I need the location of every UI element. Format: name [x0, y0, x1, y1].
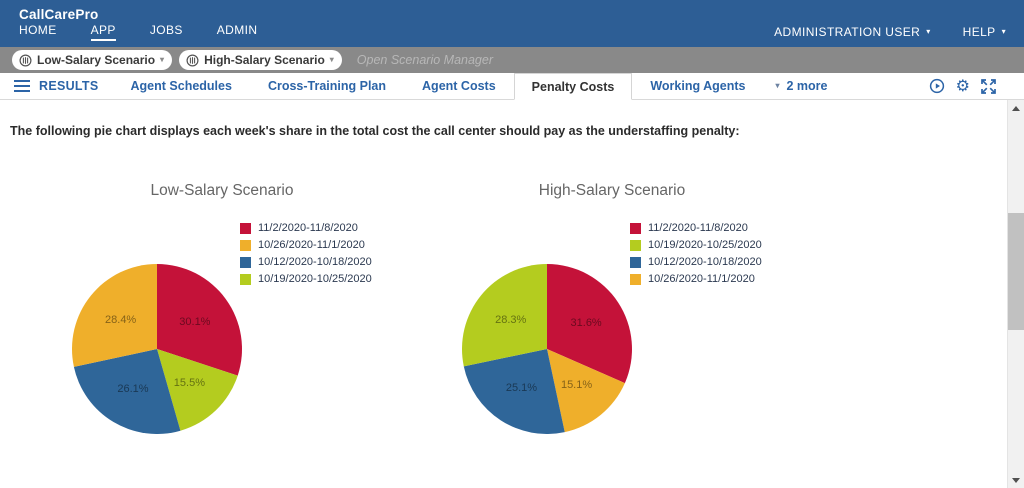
pie-slice [463, 349, 565, 434]
help-menu[interactable]: HELP ▾ [963, 25, 1006, 41]
fullscreen-button[interactable] [981, 78, 996, 94]
menu-icon [14, 79, 30, 93]
pie-chart-high-salary: High-Salary Scenario 31.6% 15.1% 25.1% 28.3… [417, 182, 807, 454]
scenario-icon [19, 53, 32, 67]
results-content: The following pie chart displays each we… [0, 100, 1024, 488]
legend-label: 10/26/2020-11/1/2020 [258, 239, 365, 251]
pie-slice [547, 349, 625, 433]
play-circle-icon [929, 78, 944, 94]
scenario-bar: Low-Salary Scenario ▾ High-Salary Scenar… [0, 47, 1024, 73]
gear-icon: ⚙ [955, 76, 970, 95]
legend-item: 10/26/2020-11/1/2020 [240, 239, 372, 251]
legend-label: 10/12/2020-10/18/2020 [648, 256, 762, 268]
expand-icon [981, 78, 996, 94]
user-menu-label: ADMINISTRATION USER [774, 25, 921, 39]
open-scenario-manager-link[interactable]: Open Scenario Manager [356, 53, 493, 67]
chart-legend: 11/2/2020-11/8/2020 10/19/2020-10/25/2020… [630, 222, 762, 285]
scroll-up-button[interactable] [1008, 100, 1024, 116]
slice-percentage-label: 25.1% [505, 382, 538, 395]
legend-label: 10/19/2020-10/25/2020 [258, 273, 372, 285]
pie-slice [72, 264, 157, 367]
pie-slice [547, 264, 632, 384]
results-tab-bar: RESULTS Agent Schedules Cross-Training P… [0, 73, 1024, 100]
legend-label: 10/26/2020-11/1/2020 [648, 273, 755, 285]
settings-button[interactable]: ⚙ [956, 78, 970, 94]
main-nav: HOME APP JOBS ADMIN ADMINISTRATION USER … [0, 22, 1024, 46]
scenario-chip-low-salary[interactable]: Low-Salary Scenario ▾ [12, 50, 173, 70]
pie-slice [73, 349, 181, 434]
legend-swatch [630, 256, 641, 268]
nav-item-home[interactable]: HOME [19, 23, 57, 37]
more-tabs-label: 2 more [786, 79, 828, 93]
pie-slice [157, 264, 242, 376]
charts-row: Low-Salary Scenario 30.1% 15.5% 26.1% 28.4%… [27, 182, 1024, 454]
tab-cross-training-plan[interactable]: Cross-Training Plan [267, 79, 387, 93]
slice-percentage-label: 31.6% [570, 317, 602, 330]
tab-agent-schedules[interactable]: Agent Schedules [130, 79, 232, 93]
legend-item: 10/26/2020-11/1/2020 [630, 273, 762, 285]
vertical-scrollbar[interactable] [1007, 100, 1024, 488]
legend-item: 10/19/2020-10/25/2020 [630, 239, 762, 251]
legend-swatch [240, 256, 251, 268]
tab-working-agents[interactable]: Working Agents [650, 79, 746, 93]
results-menu-button[interactable]: RESULTS [12, 73, 113, 99]
more-tabs-dropdown[interactable]: ▾ 2 more [763, 73, 839, 99]
tab-agent-costs[interactable]: Agent Costs [422, 79, 496, 93]
triangle-down-icon [1012, 477, 1020, 483]
scenario-chip-high-salary[interactable]: High-Salary Scenario ▾ [179, 50, 342, 70]
slice-percentage-label: 30.1% [179, 315, 211, 328]
caret-down-icon: ▾ [329, 55, 334, 64]
chart-description: The following pie chart displays each we… [10, 124, 740, 138]
slice-percentage-label: 28.4% [105, 313, 137, 326]
legend-label: 11/2/2020-11/8/2020 [648, 222, 748, 234]
legend-label: 10/19/2020-10/25/2020 [648, 239, 762, 251]
help-menu-label: HELP [962, 25, 996, 39]
pie-chart-low-salary: Low-Salary Scenario 30.1% 15.5% 26.1% 28.4%… [27, 182, 417, 454]
triangle-up-icon [1012, 105, 1020, 111]
pie: 30.1% 15.5% 26.1% 28.4% [72, 264, 242, 434]
chart-title: Low-Salary Scenario [150, 182, 294, 199]
chart-title: High-Salary Scenario [538, 182, 686, 199]
pie-slice [157, 349, 238, 431]
pie: 31.6% 15.1% 25.1% 28.3% [462, 264, 632, 434]
scenario-chip-label: Low-Salary Scenario [37, 53, 156, 67]
legend-item: 10/12/2020-10/18/2020 [630, 256, 762, 268]
slice-percentage-label: 28.3% [495, 313, 527, 326]
caret-down-icon: ▾ [926, 27, 931, 36]
legend-label: 11/2/2020-11/8/2020 [258, 222, 358, 234]
scrollbar-thumb[interactable] [1008, 213, 1024, 330]
user-menu[interactable]: ADMINISTRATION USER ▾ [774, 25, 930, 41]
run-button[interactable] [929, 78, 945, 94]
tab-penalty-costs[interactable]: Penalty Costs [513, 73, 633, 100]
legend-swatch [240, 273, 251, 285]
results-label: RESULTS [39, 79, 99, 93]
legend-item: 11/2/2020-11/8/2020 [630, 222, 762, 234]
legend-swatch [240, 239, 251, 251]
slice-percentage-label: 26.1% [117, 383, 149, 396]
legend-item: 10/12/2020-10/18/2020 [240, 256, 372, 268]
caret-down-icon: ▾ [775, 81, 780, 90]
caret-down-icon: ▾ [160, 55, 165, 64]
nav-item-jobs[interactable]: JOBS [149, 23, 183, 37]
legend-swatch [630, 222, 641, 234]
scenario-icon [186, 53, 199, 67]
slice-percentage-label: 15.5% [173, 376, 205, 389]
scenario-chip-label: High-Salary Scenario [204, 53, 325, 67]
app-brand: CallCarePro [19, 7, 99, 22]
slice-percentage-label: 15.1% [560, 379, 593, 392]
nav-item-app[interactable]: APP [90, 23, 116, 41]
pie-slice [462, 264, 547, 367]
scroll-down-button[interactable] [1008, 472, 1024, 488]
legend-swatch [630, 239, 641, 251]
chart-legend: 11/2/2020-11/8/2020 10/26/2020-11/1/2020 1… [240, 222, 372, 285]
legend-item: 10/19/2020-10/25/2020 [240, 273, 372, 285]
legend-label: 10/12/2020-10/18/2020 [258, 256, 372, 268]
nav-item-admin[interactable]: ADMIN [216, 23, 258, 37]
caret-down-icon: ▾ [1001, 27, 1006, 36]
app-header: CallCarePro HOME APP JOBS ADMIN ADMINIST… [0, 0, 1024, 47]
legend-swatch [630, 273, 641, 285]
legend-swatch [240, 222, 251, 234]
legend-item: 11/2/2020-11/8/2020 [240, 222, 372, 234]
